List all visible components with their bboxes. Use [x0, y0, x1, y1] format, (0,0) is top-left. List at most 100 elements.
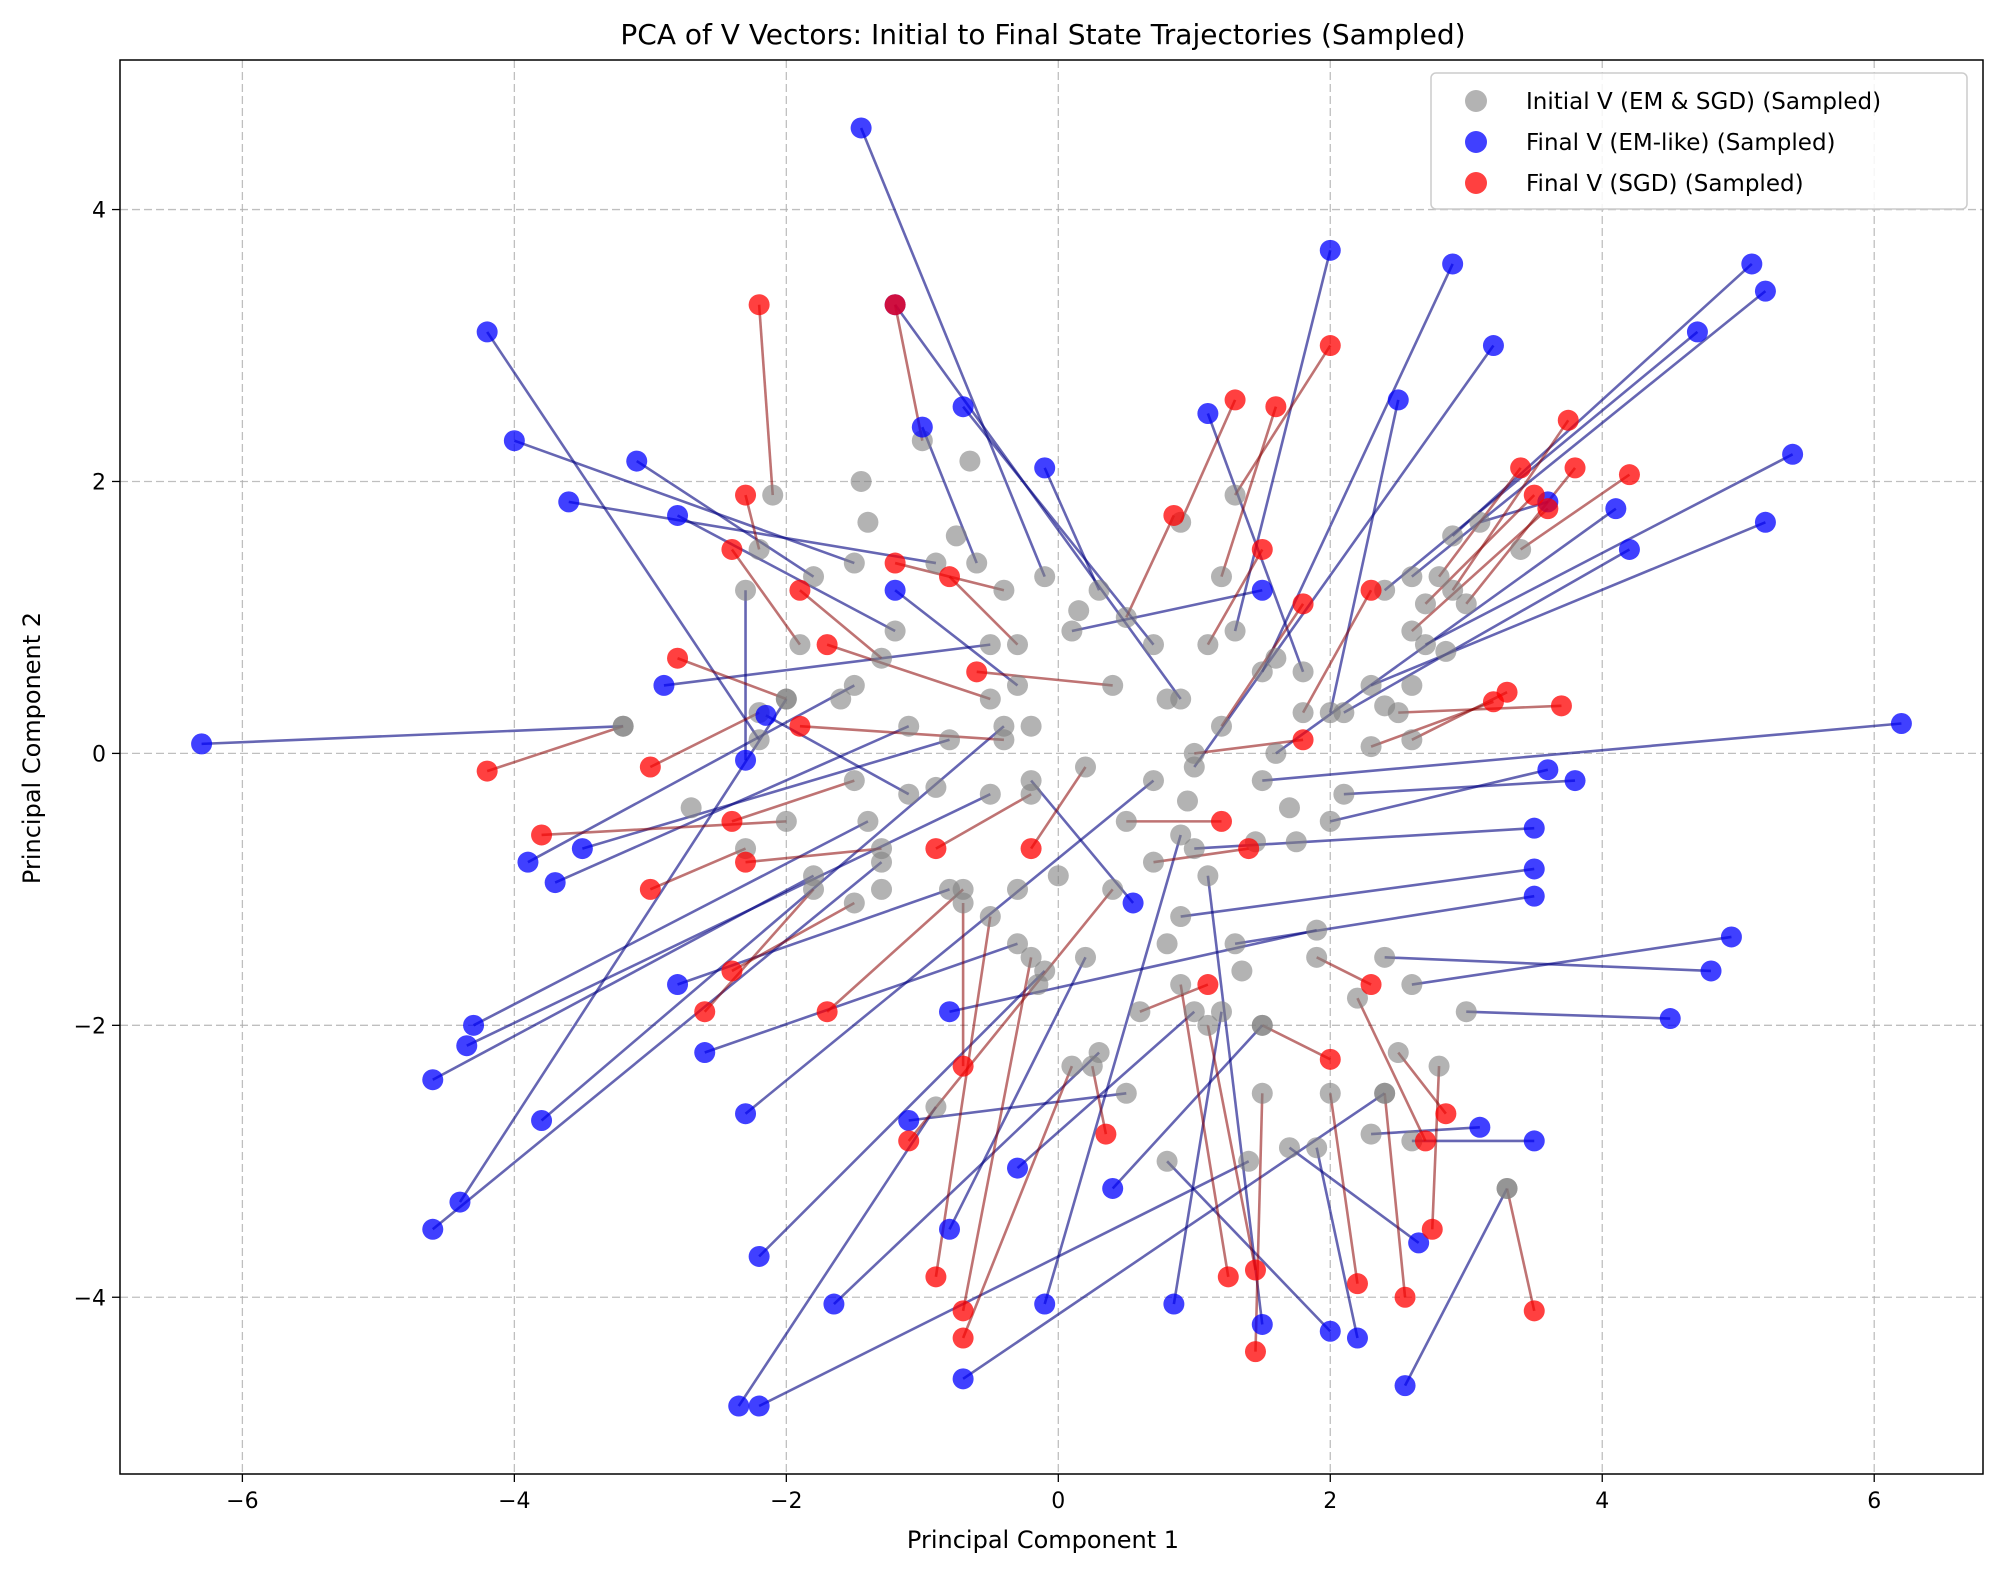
sgd-final-point	[1557, 409, 1579, 431]
em-final-point	[1754, 511, 1776, 533]
em-trajectory-line	[676, 514, 896, 633]
initial-point	[1496, 1177, 1518, 1199]
sgd-final-point	[952, 1055, 974, 1077]
initial-point	[1102, 674, 1124, 696]
sgd-trajectory-line	[1220, 406, 1278, 578]
em-final-point	[1319, 1320, 1341, 1342]
em-final-point	[1686, 321, 1708, 343]
em-final-point	[1197, 403, 1219, 424]
sgd-final-point	[1360, 974, 1382, 996]
initial-point	[1285, 831, 1307, 853]
sgd-final-point	[898, 1130, 920, 1152]
em-trajectory-line	[921, 426, 978, 564]
initial-point	[979, 688, 1001, 710]
sgd-trajectory-line	[1030, 766, 1087, 850]
initial-point	[1007, 634, 1029, 656]
initial-point	[1401, 620, 1423, 642]
initial-point	[1020, 715, 1042, 737]
em-final-point	[735, 1103, 757, 1125]
sgd-trajectory-line	[649, 711, 760, 769]
em-final-point	[898, 1110, 920, 1131]
sgd-trajectory-line	[934, 916, 992, 1278]
x-axis-label: Principal Component 1	[907, 1526, 1179, 1554]
initial-point	[1183, 838, 1205, 860]
em-final-point	[503, 430, 525, 452]
em-trajectory-line	[466, 793, 991, 1047]
initial-point	[1170, 824, 1192, 846]
legend-marker-em	[1465, 131, 1487, 153]
em-trajectory-line	[737, 1106, 937, 1407]
legend-marker-sgd	[1465, 172, 1487, 194]
sgd-trajectory-line	[1465, 467, 1577, 605]
em-trajectory-line	[458, 698, 788, 1203]
initial-point	[1333, 783, 1355, 805]
initial-point	[830, 688, 852, 710]
initial-point	[952, 892, 974, 914]
sgd-final-point	[1238, 838, 1260, 860]
sgd-final-point	[639, 756, 661, 778]
x-tick-label: 4	[1595, 1489, 1609, 1514]
em-final-point	[1523, 885, 1545, 907]
em-final-point	[449, 1191, 471, 1213]
sgd-trajectory-line	[1091, 1065, 1108, 1135]
em-final-point	[1564, 770, 1586, 792]
sgd-final-point	[1510, 457, 1532, 479]
sgd-final-point	[884, 294, 906, 316]
sgd-trajectory-line	[961, 1065, 1074, 1339]
em-final-point	[1007, 1157, 1029, 1179]
em-final-point	[571, 838, 593, 860]
initial-point	[1170, 974, 1192, 996]
em-final-point	[422, 1218, 444, 1240]
em-trajectory-line	[894, 589, 1019, 687]
initial-point	[775, 688, 797, 710]
initial-point	[959, 450, 981, 472]
initial-point	[1265, 647, 1287, 669]
initial-point	[843, 892, 865, 914]
em-trajectory-line	[636, 459, 815, 578]
em-trajectory-line	[758, 1160, 1250, 1408]
initial-point	[735, 579, 757, 601]
initial-point	[898, 783, 920, 805]
em-final-point	[531, 1110, 553, 1131]
initial-point	[1292, 702, 1314, 724]
initial-point	[1387, 1042, 1409, 1064]
sgd-trajectory-line	[1254, 1093, 1264, 1352]
sgd-trajectory-line	[1194, 738, 1304, 755]
initial-point	[871, 838, 893, 860]
initial-point	[1068, 600, 1090, 622]
sgd-final-point	[884, 552, 906, 574]
plot-frame	[119, 59, 1984, 1475]
initial-point	[1251, 1014, 1273, 1036]
em-final-point	[748, 1245, 770, 1267]
x-tick-label: −2	[770, 1489, 802, 1514]
em-final-point	[1482, 335, 1504, 357]
sgd-trajectory-line	[703, 888, 815, 1013]
sgd-final-point	[1265, 396, 1287, 418]
initial-point	[1197, 634, 1219, 656]
sgd-trajectory-line	[541, 820, 787, 837]
sgd-trajectory-line	[731, 779, 855, 823]
initial-point	[1251, 1082, 1273, 1104]
sgd-trajectory-line	[757, 304, 775, 496]
em-final-point	[1659, 1008, 1681, 1030]
em-final-point	[748, 1395, 770, 1417]
em-final-point	[1720, 926, 1742, 948]
em-trajectory-line	[1329, 768, 1549, 823]
em-final-point	[1251, 579, 1273, 601]
sgd-trajectory-line	[1261, 1024, 1331, 1061]
initial-point	[1265, 742, 1287, 764]
initial-point	[612, 715, 634, 737]
sgd-trajectory-line	[1451, 419, 1570, 591]
initial-point	[1210, 1001, 1232, 1023]
initial-point	[1034, 566, 1056, 588]
initial-point	[1115, 810, 1137, 832]
sgd-final-point	[1482, 691, 1504, 713]
sgd-trajectory-line	[1383, 1093, 1407, 1298]
initial-point	[1442, 579, 1464, 601]
sgd-final-point	[639, 878, 661, 900]
initial-point	[803, 878, 825, 900]
initial-point	[1435, 640, 1457, 662]
em-trajectory-line	[1262, 722, 1902, 782]
initial-point	[1278, 797, 1300, 819]
sgd-trajectory-line	[1139, 983, 1209, 1013]
